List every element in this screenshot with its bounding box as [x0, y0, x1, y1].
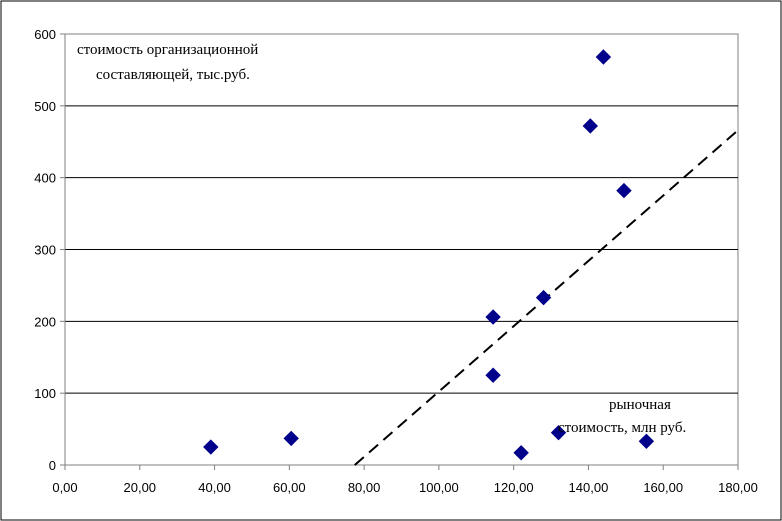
y-tick-label: 400	[34, 171, 56, 186]
x-axis-ticks: 0,00 20,00 40,00 60,00 80,00 100,00 120,00 140,…	[52, 465, 758, 495]
x-tick-label: 120,00	[494, 480, 534, 495]
x-tick-label: 160,00	[643, 480, 683, 495]
y-tick-label: 300	[34, 243, 56, 258]
data-points	[203, 49, 655, 461]
data-point	[582, 118, 599, 134]
data-point	[513, 445, 529, 461]
data-point	[283, 430, 299, 447]
axes	[64, 34, 738, 466]
y-tick-label: 200	[34, 314, 56, 329]
x-annotation-line2: стоимость, млн руб.	[558, 420, 686, 436]
y-annotation-line1: стоимость организационной	[77, 42, 258, 58]
data-point	[638, 433, 655, 450]
y-axis-ticks: 0 100 200 300 400 500 600	[34, 27, 65, 473]
data-point	[550, 424, 567, 441]
y-tick-label: 100	[34, 386, 56, 401]
y-tick-label: 600	[34, 27, 56, 42]
x-tick-label: 80,00	[348, 480, 381, 495]
data-point	[203, 439, 219, 455]
data-point	[535, 289, 552, 306]
data-point	[485, 309, 501, 325]
data-point	[595, 49, 612, 65]
x-tick-label: 60,00	[273, 480, 306, 495]
y-annotation-line2: составляющей, тыс.руб.	[96, 67, 250, 83]
x-tick-label: 180,00	[718, 480, 758, 495]
x-tick-label: 20,00	[124, 480, 157, 495]
x-tick-label: 0,00	[52, 480, 77, 495]
x-tick-label: 100,00	[419, 480, 459, 495]
x-annotation-line1: рыночная	[609, 397, 671, 413]
x-tick-label: 140,00	[569, 480, 609, 495]
grid-lines	[65, 105, 738, 394]
data-point	[485, 367, 501, 383]
y-tick-label: 500	[34, 99, 56, 114]
data-point	[616, 182, 632, 199]
y-tick-label: 0	[49, 458, 56, 473]
x-tick-label: 40,00	[198, 480, 231, 495]
